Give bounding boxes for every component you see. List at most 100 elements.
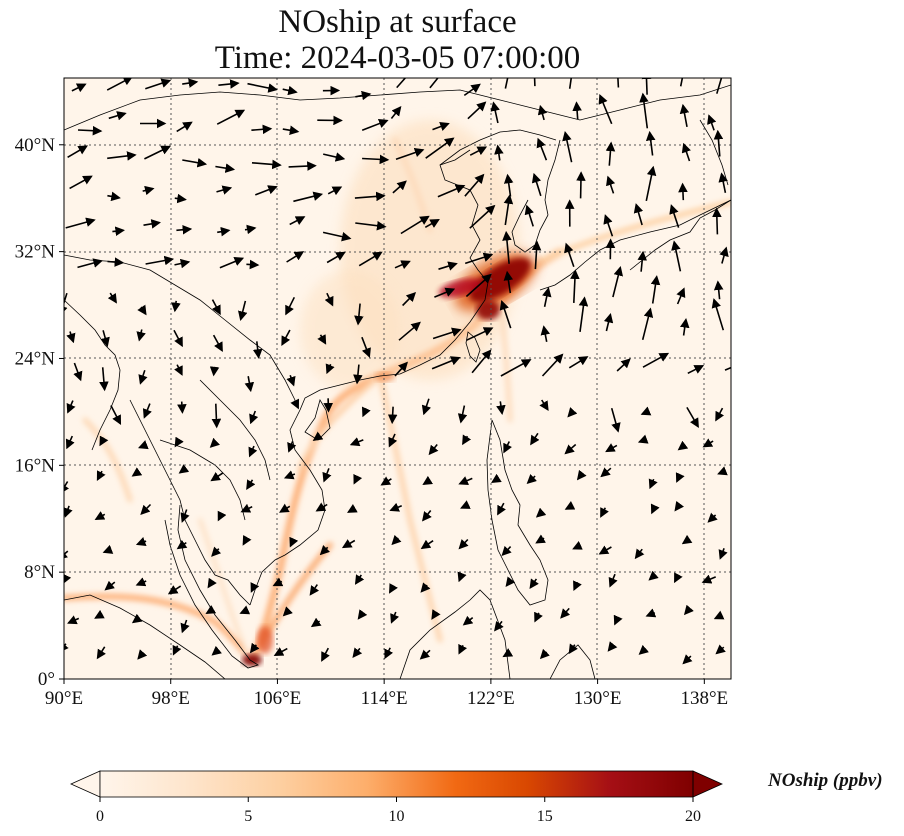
lon-tick-label: 106°E	[254, 688, 302, 709]
wind-vector	[355, 220, 387, 231]
wind-vector	[354, 574, 365, 585]
wind-vector	[701, 574, 717, 584]
lon-tick-label: 90°E	[45, 688, 83, 709]
wind-vector	[576, 469, 587, 481]
wind-vector	[96, 646, 106, 660]
wind-vector	[353, 364, 363, 385]
wind-vector	[683, 604, 694, 616]
wind-vector	[542, 287, 552, 307]
wind-vector	[173, 329, 183, 348]
map-frame	[63, 77, 732, 680]
wind-vector	[432, 122, 450, 131]
colorbar-label: NOship (ppbv)	[768, 770, 883, 791]
wind-vector	[464, 173, 485, 197]
wind-vector	[171, 300, 181, 313]
wind-vector	[504, 78, 509, 89]
lon-tick-label: 98°E	[152, 688, 190, 709]
wind-vector	[218, 79, 240, 89]
wind-vector	[424, 219, 440, 228]
wind-vector	[137, 649, 148, 660]
wind-vector	[541, 353, 564, 377]
wind-vector	[539, 648, 550, 660]
wind-vector	[567, 407, 578, 418]
wind-vector	[64, 505, 73, 518]
wind-vector	[421, 398, 431, 416]
wind-vector	[135, 537, 147, 547]
wind-vector	[494, 620, 504, 632]
wind-vector	[642, 352, 670, 368]
wind-vector	[617, 78, 620, 88]
wind-vector	[535, 507, 547, 518]
wind-vector	[293, 191, 324, 203]
wind-vector	[400, 215, 430, 235]
wind-vector	[240, 503, 253, 513]
wind-vector	[64, 573, 72, 585]
wind-vector	[402, 291, 417, 307]
chart-title-line1: NOship at surface	[278, 4, 517, 40]
wind-vector	[534, 611, 543, 623]
wind-vector	[283, 470, 296, 480]
wind-vector	[702, 438, 714, 448]
wind-vector	[390, 611, 400, 624]
wind-vector	[564, 501, 576, 510]
wind-vector	[138, 440, 149, 450]
wind-vector	[143, 219, 161, 229]
wind-vector	[637, 434, 649, 444]
wind-vector	[390, 106, 402, 120]
wind-vector	[246, 259, 260, 270]
wind-vector	[526, 473, 537, 484]
wind-vector	[326, 251, 346, 264]
wind-vector	[394, 361, 408, 377]
wind-vector	[431, 609, 441, 620]
wind-vector	[460, 500, 471, 509]
wind-vector	[607, 641, 618, 652]
wind-vector	[317, 334, 327, 345]
lat-tick-label: 40°N	[15, 135, 56, 156]
wind-vector	[324, 292, 334, 307]
latitude-tick-labels: 0° 8°N 16°N 24°N 32°N 40°N	[15, 135, 64, 690]
wind-vector	[713, 610, 725, 620]
wind-vector	[648, 478, 658, 490]
wind-vector	[104, 580, 116, 591]
wind-vector	[315, 502, 328, 512]
wind-vector	[598, 545, 612, 555]
wind-vector	[211, 299, 221, 316]
wind-vector	[172, 644, 182, 656]
wind-vector	[94, 609, 105, 619]
wind-vector	[107, 151, 137, 161]
wind-vector	[178, 464, 190, 474]
wind-vector	[66, 331, 76, 344]
wind-vector	[499, 299, 512, 329]
wind-vector	[677, 78, 688, 87]
wind-vector	[389, 502, 403, 512]
wind-vector	[244, 376, 255, 393]
lat-tick-label: 8°N	[24, 562, 55, 583]
wind-vector	[438, 261, 458, 271]
wind-vector	[464, 252, 494, 265]
wind-vector	[353, 473, 363, 485]
wind-vector	[310, 617, 322, 628]
wind-vector	[529, 578, 539, 590]
wind-vector	[352, 647, 363, 658]
wind-vector	[462, 615, 474, 626]
wind-vector	[420, 539, 434, 550]
wind-vector	[142, 185, 155, 196]
wind-vector	[239, 605, 251, 615]
lon-tick-label: 114°E	[361, 688, 408, 709]
wind-vector	[67, 145, 88, 158]
wind-vector	[209, 366, 220, 377]
wind-vector	[560, 607, 571, 619]
wind-vector	[711, 298, 725, 331]
wind-vector	[180, 509, 190, 523]
wind-vector	[674, 500, 685, 512]
wind-vector	[355, 90, 372, 101]
lat-tick-label: 16°N	[15, 455, 56, 476]
wind-vector	[645, 130, 656, 156]
wind-vector	[682, 654, 693, 665]
wind-vector	[135, 577, 147, 587]
wind-vector	[429, 78, 439, 89]
wind-vector	[469, 204, 496, 229]
wind-vector	[174, 258, 191, 269]
wind-vector	[641, 78, 652, 95]
wind-vector	[539, 399, 549, 411]
